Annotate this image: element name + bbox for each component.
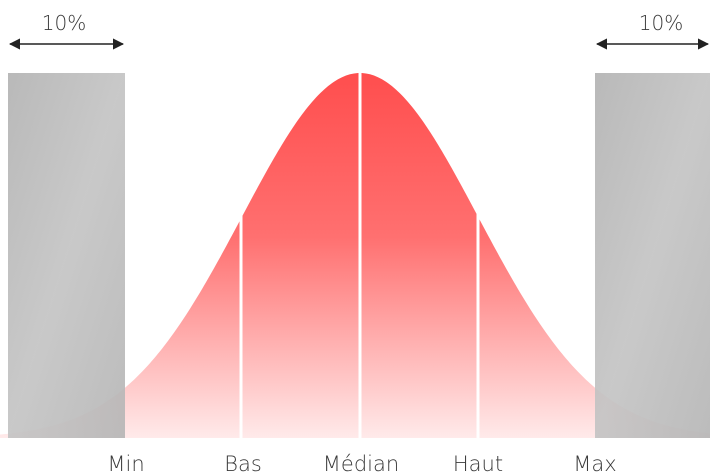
left-zone-label: 10% [42,11,86,35]
bell-curve-area [0,73,710,438]
low-label: Bas [224,452,262,476]
max-label: Max [573,452,616,476]
high-label: Haut [453,452,503,476]
right-tail-band [595,73,710,438]
median-label: Médian [323,452,399,476]
min-label: Min [107,452,144,476]
right-zone-label: 10% [639,11,683,35]
left-tail-band [8,73,125,438]
